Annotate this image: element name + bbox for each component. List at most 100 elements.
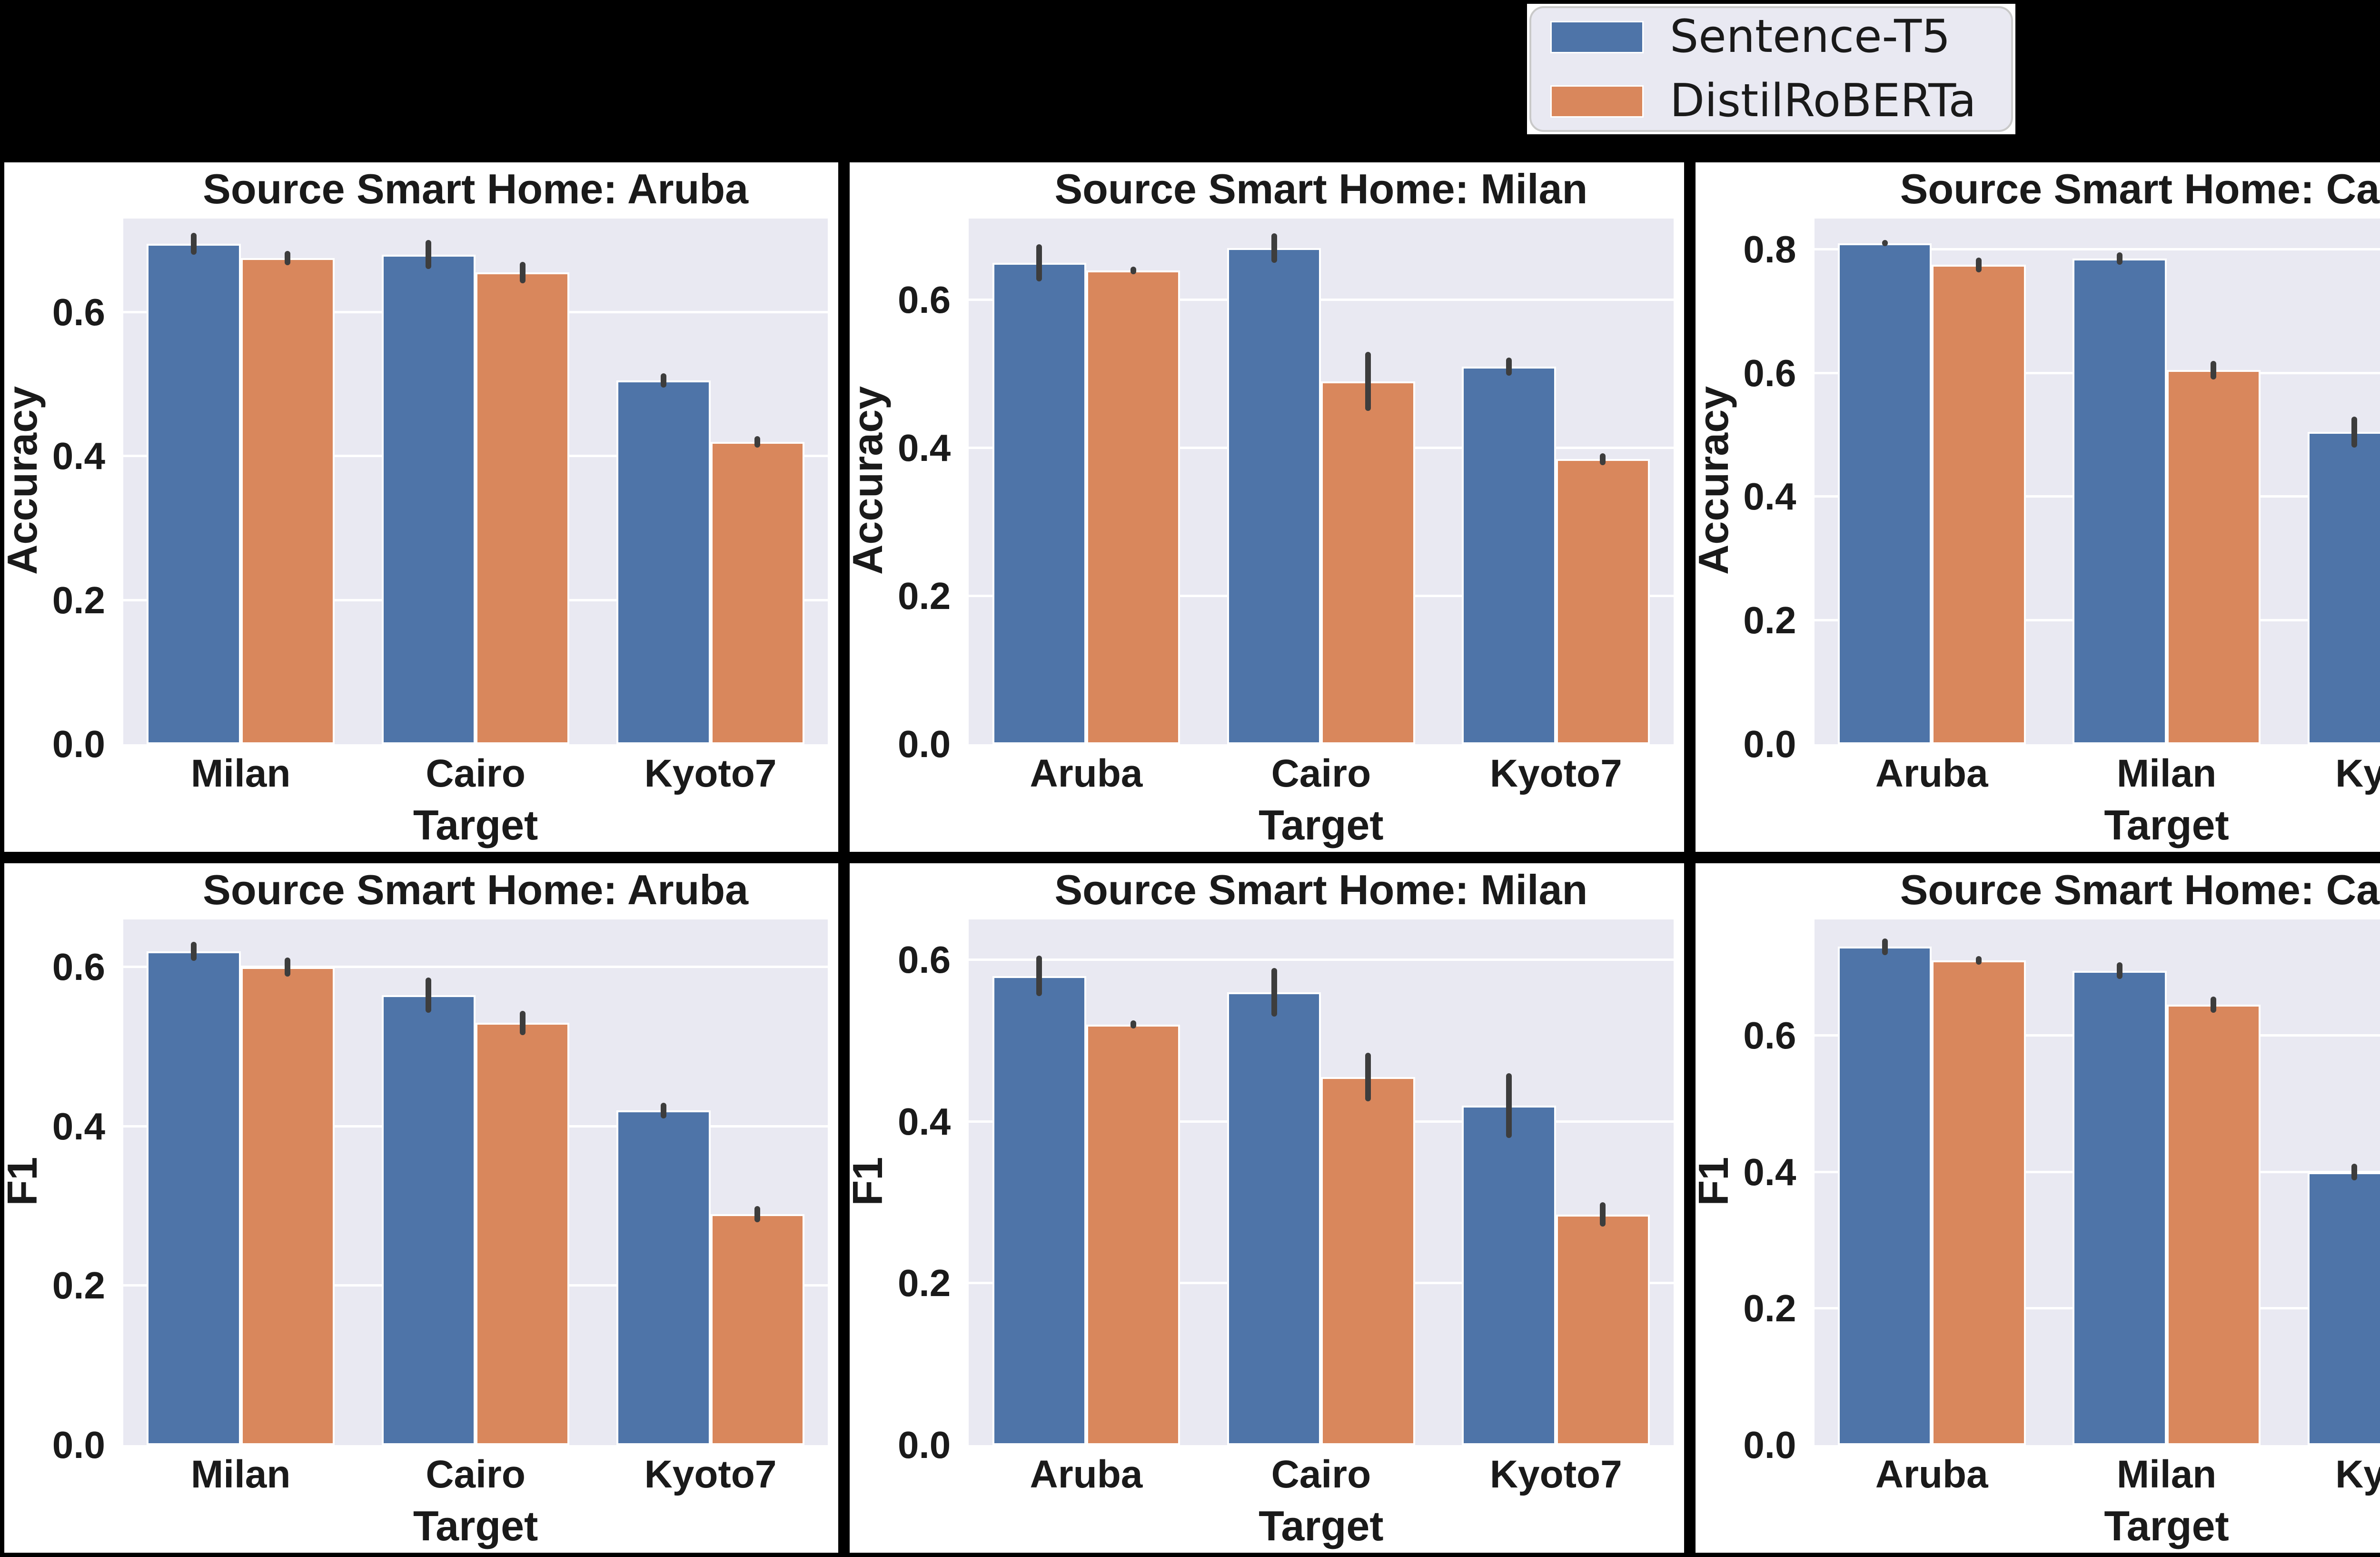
x-tick-label: Cairo <box>426 1453 526 1496</box>
y-tick-label: 0.0 <box>52 1424 105 1466</box>
bar-distilroberta <box>476 272 570 744</box>
y-tick-label: 0.0 <box>1743 1424 1796 1466</box>
error-bar <box>1975 257 1982 272</box>
error-bar <box>1506 1073 1512 1138</box>
bar-distilroberta <box>1086 270 1180 744</box>
x-tick-label: Aruba <box>1875 1453 1988 1496</box>
error-bar <box>754 436 761 448</box>
y-tick-label: 0.6 <box>898 938 951 981</box>
y-tick-label: 0.2 <box>52 1264 105 1307</box>
bar-sentence-t5 <box>1227 992 1321 1445</box>
bar-distilroberta <box>240 258 335 744</box>
chart-grid: Source Smart Home: Aruba Accuracy 0.0 0.2… <box>0 158 2380 1557</box>
legend-swatch-blue <box>1550 20 1644 53</box>
bar-sentence-t5 <box>381 254 476 744</box>
legend-swatch-orange <box>1550 85 1644 118</box>
x-tick-label: Cairo <box>1271 752 1371 795</box>
bar-distilroberta <box>476 1023 570 1445</box>
error-bar <box>1506 358 1512 376</box>
gridline <box>969 958 1674 961</box>
bar-distilroberta <box>1932 265 2026 744</box>
y-tick-label: 0.8 <box>1743 228 1796 270</box>
gridline <box>969 299 1674 301</box>
error-bar <box>1271 968 1277 1017</box>
bar-sentence-t5 <box>147 951 241 1445</box>
bar-sentence-t5 <box>1837 243 1932 744</box>
y-tick-label: 0.6 <box>898 279 951 321</box>
y-tick-label: 0.0 <box>898 1424 951 1466</box>
y-axis-ticks: 0.0 0.2 0.4 0.6 0.8 <box>1696 219 1805 763</box>
chart-panel-accuracy-cairo: Source Smart Home: Cairo Accuracy 0.0 0.2… <box>1690 158 2380 856</box>
x-axis-label: Target <box>1259 1502 1384 1549</box>
legend-box: Sentence-T5 DistilRoBERTa <box>1529 6 2013 132</box>
x-tick-label: Kyoto7 <box>2335 752 2380 795</box>
x-tick-label: Kyoto7 <box>644 1453 777 1496</box>
chart-panel-f1-aruba: Source Smart Home: Aruba F1 0.0 0.2 0.4 0.6… <box>0 859 843 1557</box>
y-tick-label: 0.2 <box>898 1262 951 1305</box>
error-bar <box>2351 1164 2358 1180</box>
x-axis-ticks: Aruba Cairo Kyoto7 <box>969 749 1673 795</box>
error-bar <box>1036 956 1042 997</box>
error-bar <box>660 1102 666 1119</box>
error-bar <box>1365 1053 1371 1102</box>
chart-title: Source Smart Home: Aruba <box>203 165 749 212</box>
error-bar <box>2211 360 2217 379</box>
y-tick-label: 0.4 <box>52 435 105 478</box>
chart-title: Source Smart Home: Cairo <box>1900 165 2380 212</box>
bar-distilroberta <box>710 1214 804 1445</box>
y-tick-label: 0.2 <box>898 575 951 618</box>
error-bar <box>285 251 291 266</box>
chart-title: Source Smart Home: Milan <box>1054 165 1588 212</box>
y-tick-label: 0.4 <box>898 427 951 469</box>
bar-distilroberta <box>1086 1024 1180 1445</box>
chart-panel-accuracy-aruba: Source Smart Home: Aruba Accuracy 0.0 0.2… <box>0 158 843 856</box>
x-tick-label: Cairo <box>426 752 526 795</box>
x-axis-label: Target <box>413 1502 538 1549</box>
x-tick-label: Aruba <box>1030 752 1143 795</box>
bar-sentence-t5 <box>381 995 476 1445</box>
x-axis-label: Target <box>1259 801 1384 848</box>
y-axis-ticks: 0.0 0.2 0.4 0.6 <box>4 919 114 1464</box>
y-tick-label: 0.2 <box>1743 1287 1796 1330</box>
x-axis-label: Target <box>2104 1502 2229 1549</box>
x-tick-label: Kyoto7 <box>2335 1453 2380 1496</box>
bar-sentence-t5 <box>147 243 241 744</box>
bar-distilroberta <box>2166 370 2261 744</box>
bar-sentence-t5 <box>2073 970 2167 1445</box>
chart-title: Source Smart Home: Aruba <box>203 866 749 913</box>
y-tick-label: 0.4 <box>898 1100 951 1143</box>
plot-area <box>123 219 828 744</box>
bar-distilroberta <box>1556 459 1650 744</box>
x-tick-label: Milan <box>190 752 291 795</box>
bar-sentence-t5 <box>2307 1172 2380 1445</box>
bar-sentence-t5 <box>992 976 1086 1445</box>
error-bar <box>1975 956 1982 965</box>
plot-area <box>1814 219 2380 744</box>
x-axis-ticks: Aruba Milan Kyoto7 <box>1815 749 2380 795</box>
bar-distilroberta <box>1932 960 2026 1445</box>
error-bar <box>1365 351 1371 411</box>
bar-sentence-t5 <box>992 263 1086 744</box>
x-axis-ticks: Milan Cairo Kyoto7 <box>123 749 828 795</box>
x-axis-label: Target <box>2104 801 2229 848</box>
error-bar <box>1600 1202 1606 1227</box>
error-bar <box>1130 267 1136 274</box>
x-tick-label: Kyoto7 <box>644 752 777 795</box>
bar-distilroberta <box>710 441 804 744</box>
gridline <box>1814 248 2380 250</box>
error-bar <box>2116 252 2122 265</box>
y-tick-label: 0.6 <box>1743 351 1796 394</box>
error-bar <box>1882 240 1888 247</box>
y-tick-label: 0.6 <box>52 946 105 988</box>
y-tick-label: 0.0 <box>1743 723 1796 765</box>
error-bar <box>1130 1020 1136 1029</box>
chart-title: Source Smart Home: Milan <box>1054 866 1588 913</box>
chart-panel-f1-cairo: Source Smart Home: Cairo F1 0.0 0.2 0.4 0.6… <box>1690 859 2380 1557</box>
legend-item-sentence-t5: Sentence-T5 <box>1550 14 1992 60</box>
error-bar <box>1271 233 1277 263</box>
error-bar <box>2116 962 2122 979</box>
error-bar <box>285 958 291 977</box>
error-bar <box>754 1206 761 1222</box>
y-tick-label: 0.6 <box>1743 1014 1796 1057</box>
x-tick-label: Milan <box>2116 752 2217 795</box>
